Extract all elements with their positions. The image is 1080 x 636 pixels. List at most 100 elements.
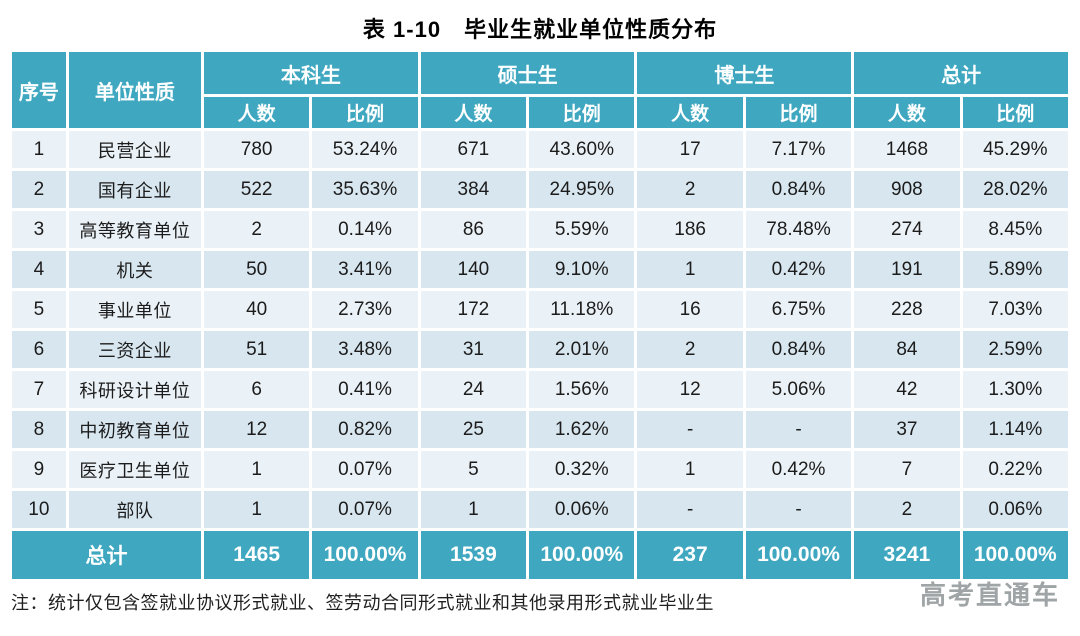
value-cell: 1 bbox=[420, 491, 527, 528]
table-row: 7 科研设计单位 6 0.41% 24 1.56% 12 5.06% 42 1.30% bbox=[12, 371, 1068, 408]
row-number-cell: 4 bbox=[12, 251, 66, 288]
value-cell: 0.84% bbox=[745, 331, 852, 368]
unit-name-cell: 医疗卫生单位 bbox=[68, 451, 201, 488]
value-cell: 40 bbox=[203, 291, 310, 328]
value-cell: 0.84% bbox=[745, 171, 852, 208]
value-cell: 1 bbox=[203, 451, 310, 488]
value-cell: 191 bbox=[854, 251, 960, 288]
footnote-text: 注：统计仅包含签就业协议形式就业、签劳动合同形式就业和其他录用形式就业毕业生 bbox=[11, 593, 714, 613]
value-cell: 172 bbox=[420, 291, 527, 328]
value-cell: 0.14% bbox=[312, 211, 418, 248]
table-header: 序号 单位性质 本科生 硕士生 博士生 总计 人数 比例 人数 比例 人数 比例… bbox=[12, 52, 1068, 128]
value-cell: 274 bbox=[854, 211, 960, 248]
total-value-cell: 100.00% bbox=[962, 531, 1068, 579]
value-cell: 0.07% bbox=[312, 491, 418, 528]
total-value-cell: 3241 bbox=[854, 531, 960, 579]
value-cell: - bbox=[745, 411, 852, 448]
group-header-doctoral: 博士生 bbox=[637, 52, 852, 94]
sub-header-count: 人数 bbox=[420, 97, 527, 128]
value-cell: 78.48% bbox=[745, 211, 852, 248]
table-row: 3 高等教育单位 2 0.14% 86 5.59% 186 78.48% 274 8.45% bbox=[12, 211, 1068, 248]
table-body: 1 民营企业 780 53.24% 671 43.60% 17 7.17% 1468 45.29%… bbox=[12, 131, 1068, 528]
total-row: 总计 1465 100.00% 1539 100.00% 237 100.00%… bbox=[12, 531, 1068, 579]
page-title: 表 1-10 毕业生就业单位性质分布 bbox=[362, 17, 718, 42]
unit-name-cell: 中初教育单位 bbox=[68, 411, 201, 448]
value-cell: 140 bbox=[420, 251, 527, 288]
value-cell: - bbox=[637, 491, 743, 528]
value-cell: 28.02% bbox=[962, 171, 1068, 208]
employment-table: 序号 单位性质 本科生 硕士生 博士生 总计 人数 比例 人数 比例 人数 比例… bbox=[9, 49, 1071, 582]
value-cell: 5.06% bbox=[745, 371, 852, 408]
value-cell: 5 bbox=[420, 451, 527, 488]
table-row: 9 医疗卫生单位 1 0.07% 5 0.32% 1 0.42% 7 0.22% bbox=[12, 451, 1068, 488]
unit-name-cell: 国有企业 bbox=[68, 171, 201, 208]
group-header-master: 硕士生 bbox=[420, 52, 635, 94]
value-cell: 2.73% bbox=[312, 291, 418, 328]
unit-name-cell: 机关 bbox=[68, 251, 201, 288]
value-cell: - bbox=[745, 491, 852, 528]
value-cell: 1 bbox=[203, 491, 310, 528]
table-row: 10 部队 1 0.07% 1 0.06% - -2 0.06% bbox=[12, 491, 1068, 528]
sub-header-ratio: 比例 bbox=[312, 97, 418, 128]
total-value-cell: 100.00% bbox=[312, 531, 418, 579]
value-cell: 1.14% bbox=[962, 411, 1068, 448]
table-row: 6 三资企业 51 3.48% 31 2.01% 2 0.84% 84 2.59% bbox=[12, 331, 1068, 368]
value-cell: 35.63% bbox=[312, 171, 418, 208]
value-cell: 2.59% bbox=[962, 331, 1068, 368]
unit-name-cell: 民营企业 bbox=[68, 131, 201, 168]
unit-name-cell: 三资企业 bbox=[68, 331, 201, 368]
unit-name-cell: 高等教育单位 bbox=[68, 211, 201, 248]
value-cell: 1 bbox=[637, 451, 743, 488]
row-number-cell: 7 bbox=[12, 371, 66, 408]
value-cell: 12 bbox=[637, 371, 743, 408]
value-cell: 1.30% bbox=[962, 371, 1068, 408]
value-cell: 2 bbox=[854, 491, 960, 528]
value-cell: 12 bbox=[203, 411, 310, 448]
value-cell: - bbox=[637, 411, 743, 448]
value-cell: 671 bbox=[420, 131, 527, 168]
col-header-unit-nature: 单位性质 bbox=[68, 52, 201, 128]
value-cell: 53.24% bbox=[312, 131, 418, 168]
sub-header-count: 人数 bbox=[854, 97, 960, 128]
value-cell: 42 bbox=[854, 371, 960, 408]
table-row: 1 民营企业 780 53.24% 671 43.60% 17 7.17% 1468 45.29% bbox=[12, 131, 1068, 168]
value-cell: 384 bbox=[420, 171, 527, 208]
row-number-cell: 3 bbox=[12, 211, 66, 248]
row-number-cell: 8 bbox=[12, 411, 66, 448]
group-header-undergraduate: 本科生 bbox=[203, 52, 418, 94]
value-cell: 0.06% bbox=[529, 491, 635, 528]
value-cell: 50 bbox=[203, 251, 310, 288]
value-cell: 86 bbox=[420, 211, 527, 248]
value-cell: 0.06% bbox=[962, 491, 1068, 528]
unit-name-cell: 事业单位 bbox=[68, 291, 201, 328]
value-cell: 7.03% bbox=[962, 291, 1068, 328]
value-cell: 24.95% bbox=[529, 171, 635, 208]
value-cell: 0.32% bbox=[529, 451, 635, 488]
value-cell: 43.60% bbox=[529, 131, 635, 168]
value-cell: 16 bbox=[637, 291, 743, 328]
value-cell: 11.18% bbox=[529, 291, 635, 328]
watermark-text: 高考直通车 bbox=[919, 580, 1060, 610]
group-header-total: 总计 bbox=[854, 52, 1068, 94]
value-cell: 5.59% bbox=[529, 211, 635, 248]
value-cell: 45.29% bbox=[962, 131, 1068, 168]
value-cell: 51 bbox=[203, 331, 310, 368]
total-value-cell: 100.00% bbox=[745, 531, 852, 579]
group-header-row: 序号 单位性质 本科生 硕士生 博士生 总计 bbox=[12, 52, 1068, 128]
sub-header-ratio: 比例 bbox=[962, 97, 1068, 128]
value-cell: 908 bbox=[854, 171, 960, 208]
value-cell: 1468 bbox=[854, 131, 960, 168]
value-cell: 1 bbox=[637, 251, 743, 288]
unit-name-cell: 部队 bbox=[68, 491, 201, 528]
value-cell: 24 bbox=[420, 371, 527, 408]
value-cell: 522 bbox=[203, 171, 310, 208]
value-cell: 84 bbox=[854, 331, 960, 368]
row-number-cell: 5 bbox=[12, 291, 66, 328]
total-value-cell: 1539 bbox=[420, 531, 527, 579]
total-value-cell: 100.00% bbox=[529, 531, 635, 579]
value-cell: 1.56% bbox=[529, 371, 635, 408]
value-cell: 7 bbox=[854, 451, 960, 488]
row-number-cell: 9 bbox=[12, 451, 66, 488]
sub-header-ratio: 比例 bbox=[745, 97, 852, 128]
value-cell: 2 bbox=[203, 211, 310, 248]
